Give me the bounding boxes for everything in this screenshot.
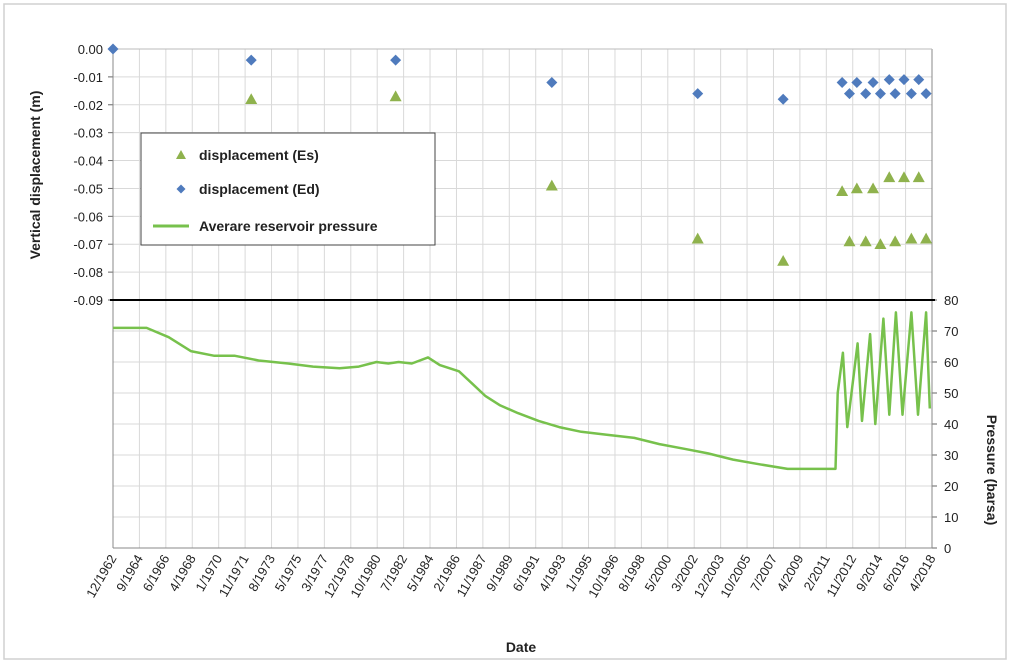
ed-point	[874, 88, 886, 100]
y-tick-label-top: -0.04	[73, 154, 103, 169]
es-point	[389, 90, 402, 102]
x-axis-title: Date	[506, 639, 537, 655]
es-point	[850, 182, 863, 194]
ed-point	[867, 76, 879, 88]
es-point	[898, 171, 911, 183]
ed-point	[898, 74, 910, 86]
es-point	[920, 232, 933, 244]
ed-point	[546, 76, 558, 88]
y-tick-label-top: -0.06	[73, 209, 103, 224]
ed-point	[913, 74, 925, 86]
es-point	[889, 235, 902, 247]
y-tick-label-top: 0.00	[78, 42, 103, 57]
series-layer	[107, 43, 933, 471]
legend-label: displacement (Es)	[199, 147, 319, 163]
es-point	[905, 232, 918, 244]
legend-es-marker	[176, 150, 186, 159]
es-point	[883, 171, 896, 183]
y-tick-label-top: -0.05	[73, 181, 103, 196]
y-tick-label-top: -0.01	[73, 70, 103, 85]
es-point	[836, 185, 849, 197]
ed-point	[390, 54, 402, 66]
ed-point	[851, 76, 863, 88]
y-tick-label-top: -0.02	[73, 98, 103, 113]
ed-point	[777, 93, 789, 105]
y-tick-label-top: -0.08	[73, 265, 103, 280]
legend-ed-marker	[176, 184, 186, 194]
ed-point	[860, 88, 872, 100]
es-point	[843, 235, 856, 247]
y-tick-label-right: 50	[944, 386, 958, 401]
y-tick-label-right: 40	[944, 417, 958, 432]
ed-point	[107, 43, 119, 55]
ed-point	[843, 88, 855, 100]
ed-point	[245, 54, 257, 66]
es-point	[867, 182, 880, 194]
y-tick-label-right: 60	[944, 355, 958, 370]
legend-label: Averare reservoir pressure	[199, 218, 378, 234]
ed-point	[920, 88, 932, 100]
es-point	[245, 93, 258, 104]
ed-point	[883, 74, 895, 86]
y-tick-label-top: -0.03	[73, 126, 103, 141]
y-tick-label-right: 10	[944, 510, 958, 525]
axes	[108, 48, 937, 549]
y-tick-label-right: 30	[944, 448, 958, 463]
es-point	[859, 235, 872, 247]
es-point	[545, 179, 558, 191]
y-axis-title-top: Vertical displacement (m)	[27, 91, 43, 260]
y-tick-label-top: -0.09	[73, 293, 103, 308]
pressure-line	[113, 311, 932, 471]
y-tick-label-right: 80	[944, 293, 958, 308]
es-point	[912, 171, 925, 183]
legend-box	[140, 132, 436, 246]
y-tick-label-right: 0	[944, 541, 951, 556]
es-point	[777, 254, 790, 266]
legend-label: displacement (Ed)	[199, 181, 320, 197]
y-tick-label-right: 70	[944, 324, 958, 339]
ed-point	[692, 88, 704, 100]
es-point	[691, 232, 704, 244]
es-point	[874, 238, 887, 250]
ed-point	[905, 88, 917, 100]
legend: displacement (Es) displacement (Ed) Averar…	[140, 132, 436, 246]
y-tick-label-top: -0.07	[73, 237, 103, 252]
y-axis-title-right: Pressure (barsa)	[984, 415, 1000, 526]
ed-point	[836, 76, 848, 88]
ed-point	[889, 88, 901, 100]
y-tick-label-right: 20	[944, 479, 958, 494]
